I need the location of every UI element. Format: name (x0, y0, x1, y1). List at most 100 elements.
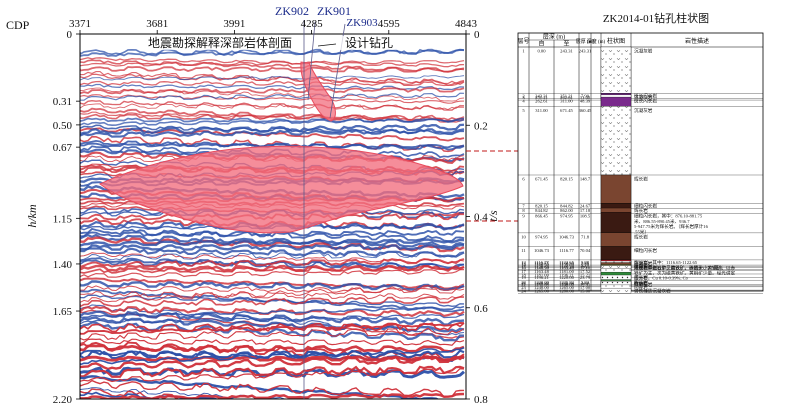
depth-tick-label: 0.67 (53, 142, 73, 154)
time-tick-label: 0.8 (474, 394, 488, 406)
layer-cell: 9.19 (581, 263, 590, 268)
layer-description: 辉长岩 (634, 233, 648, 240)
header-depth-group: 层深 (m) (543, 33, 565, 41)
layer-cell: 5 (522, 108, 525, 113)
seismic-reflector (80, 258, 465, 269)
layer-cell: 844.82 (560, 204, 573, 209)
seismic-reflector (80, 355, 465, 371)
seismic-reflector (80, 128, 465, 138)
layer-cell: 11.40 (580, 95, 591, 100)
seismic-reflector (80, 117, 465, 126)
borehole-label: ZK903 (346, 17, 378, 29)
seismic-reflector (80, 296, 465, 308)
layer-cell: 148.7 (580, 176, 591, 181)
layer-cell: 4.87 (581, 281, 590, 286)
depth-axis: 0 0.31 0.50 0.67 1.15 1.40 1.65 2.20 (53, 29, 80, 406)
depth-tick-label: 0.50 (53, 120, 73, 132)
seismic-reflector (80, 75, 465, 81)
column-frame (517, 32, 764, 292)
seismic-reflector (80, 265, 465, 274)
header-thickness: 层厚 (m) (576, 39, 595, 45)
seismic-reflector (80, 247, 465, 258)
layer-cell: 17.18 (580, 266, 591, 271)
layer-cell: 15.00 (580, 288, 591, 293)
layer-cell: 24 (521, 288, 526, 293)
lithology-fill (600, 246, 632, 261)
lithology-fill (600, 212, 632, 233)
layer-cell: 1139.69 (534, 264, 549, 269)
seismic-reflector (80, 344, 465, 353)
rock-body-overlay (99, 61, 464, 234)
layer-description: 斑长闪长岩 (634, 93, 657, 100)
layer-cell: 243.31 (579, 49, 592, 54)
depth-tick-label: 0.31 (53, 96, 72, 108)
layer-cell: 1163.48 (559, 266, 574, 271)
layer-cell: 1196.21 (534, 275, 549, 280)
layer-cell: 820.15 (535, 204, 548, 209)
layer-description: 辉长岩，岩石中见磁铁矿。碎屑大小2-5厘米 (634, 265, 723, 272)
layer-cell: 671.45 (560, 108, 573, 113)
seismic-reflector (80, 142, 465, 149)
layer-cell: 866.45 (535, 214, 548, 219)
seismic-reflector (80, 321, 465, 342)
layer-description: 辉长岩 (634, 280, 648, 287)
seismic-reflector (80, 355, 465, 362)
layer-cell: 1230.69 (559, 281, 575, 286)
time-tick-label: 0.2 (474, 120, 488, 132)
cdp-tick-label: 3681 (146, 18, 168, 30)
layer-cell: 1130.50 (534, 263, 549, 268)
lithology-fill (600, 106, 632, 176)
layer-cell: 1046.73 (559, 234, 575, 239)
depth-axis-label: h/km (25, 204, 39, 228)
layer-cell: 1 (522, 49, 525, 54)
lithology-fill (600, 174, 632, 204)
seismic-reflector (80, 251, 465, 261)
lithology-fill (600, 232, 632, 247)
seismic-reflector (80, 392, 465, 399)
layer-description: 辉长岩 (634, 279, 648, 286)
layer-cell: 17.31 (580, 282, 591, 287)
layer-cell: 1248.00 (559, 282, 575, 287)
layer-cell: 8 (522, 208, 525, 213)
layer-cell: 15.21 (580, 272, 591, 277)
layer-description: 辉长岩 (634, 262, 648, 269)
layer-cell: 251.21 (560, 94, 573, 99)
layer-cell: 23 (521, 285, 526, 290)
time-axis: 00.20.40.60.8 (466, 29, 488, 406)
layer-cell: 1220.00 (534, 280, 550, 285)
section-title: 地震勘探解释深部岩体剖面 (148, 35, 292, 50)
layer-cell: 671.45 (535, 176, 548, 181)
layer-cell: 17.18 (580, 208, 591, 213)
lithology-fill (600, 203, 632, 209)
seismic-reflector (80, 322, 465, 335)
seismic-reflector (80, 285, 465, 294)
lithology-fill (600, 96, 632, 107)
layer-cell: 1139.69 (559, 263, 574, 268)
time-tick-label: 0.6 (474, 303, 488, 315)
layer-cell: 20 (521, 280, 526, 285)
layer-description: 沉凝灰岩 (634, 107, 653, 114)
layer-cell: 974.95 (560, 214, 573, 219)
layer-cell: 1196.21 (559, 272, 574, 277)
layer-cell: 24.67 (580, 204, 591, 209)
layer-cell: 974.95 (535, 234, 548, 239)
deep-rock-body (99, 145, 464, 234)
seismic-reflector (80, 233, 465, 249)
layer-description: 沉凝灰岩 (634, 48, 653, 55)
layer-cell: 262.61 (535, 99, 548, 104)
seismic-reflector (80, 80, 465, 87)
cdp-axis: 3371 3681 3991 4285 4595 4843 (69, 18, 478, 34)
layer-cell: 12 (521, 260, 526, 265)
layer-cell: 0.00 (537, 49, 546, 54)
depth-tick-label: 1.40 (53, 259, 73, 271)
seismic-reflector (80, 283, 465, 303)
seismic-reflector (80, 73, 465, 85)
layer-description: 辉长岩 (634, 207, 648, 214)
header-depth: 深度 (m) (587, 38, 606, 45)
depth-tick-label: 1.65 (53, 306, 73, 318)
layer-cell: 243.31 (535, 94, 548, 99)
seismic-reflector (80, 327, 465, 341)
layer-cell: 19 (521, 275, 526, 280)
seismic-reflector (80, 49, 465, 58)
